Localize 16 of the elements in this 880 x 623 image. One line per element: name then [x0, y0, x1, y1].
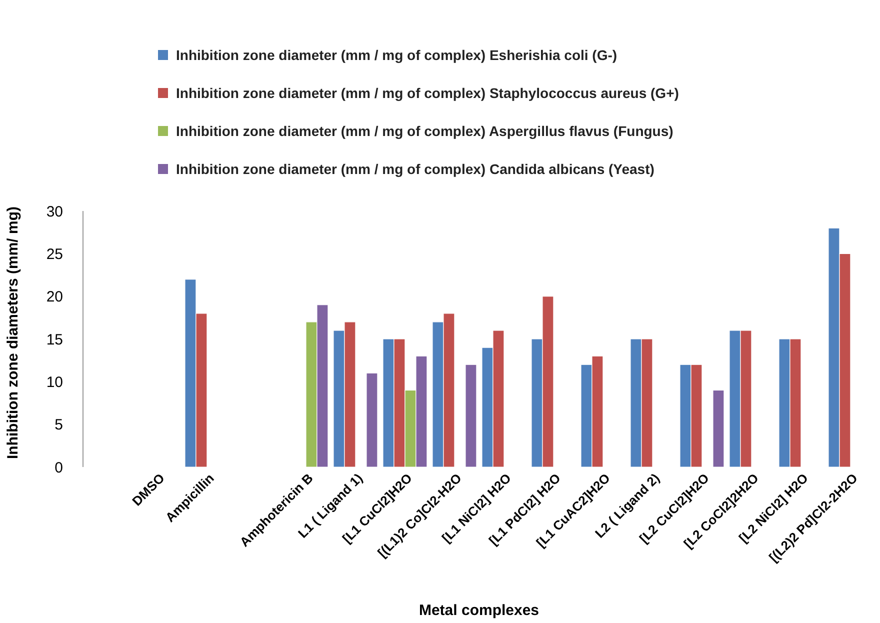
y-tick-label: 30 — [46, 203, 63, 220]
bar — [366, 372, 378, 467]
legend-label: Inhibition zone diameter (mm / mg of complex) Staphylococcus aureus (G+) — [176, 85, 679, 101]
legend-label: Inhibition zone diameter (mm / mg of complex) Candida albicans (Yeast) — [176, 161, 654, 177]
bar — [712, 390, 724, 467]
y-tick-label: 5 — [54, 416, 63, 434]
y-tick-label: 0 — [54, 459, 63, 476]
y-tick-label: 25 — [46, 246, 63, 263]
x-axis-title: Metal complexes — [418, 602, 540, 619]
legend-label: Inhibition zone diameter (mm / mg of complex) Esherishia coli (G-) — [176, 47, 618, 63]
y-tick-label: 10 — [46, 374, 63, 391]
y-axis-title: Inhibition zone diameters (mm/ mg) — [4, 206, 22, 459]
y-tick-label: 15 — [46, 331, 63, 348]
bar — [465, 364, 477, 467]
legend-label: Inhibition zone diameter (mm / mg of complex) Aspergillus flavus (Fungus) — [176, 123, 674, 139]
y-tick-label: 20 — [46, 288, 63, 306]
